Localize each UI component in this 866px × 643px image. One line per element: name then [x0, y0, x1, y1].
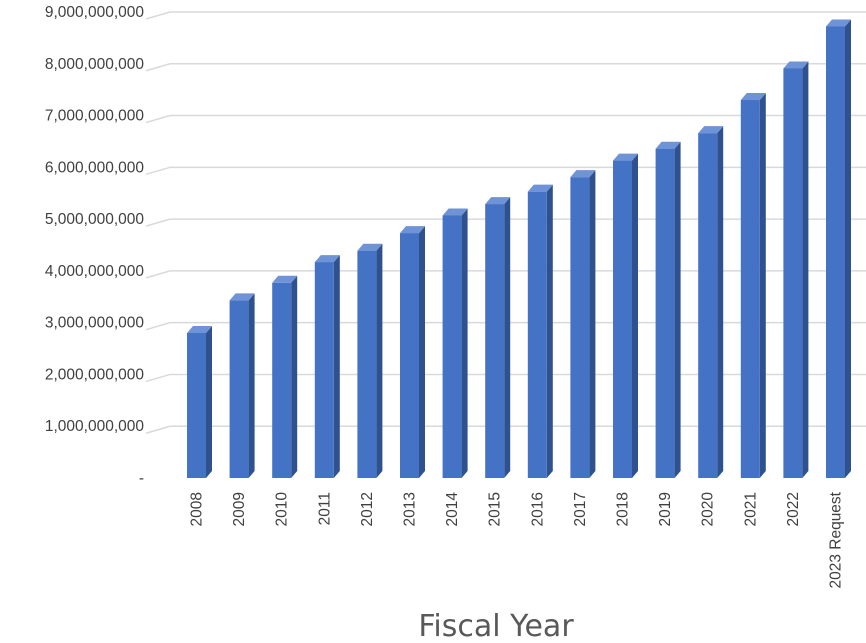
bar-top [570, 170, 596, 178]
y-tick-label: 7,000,000,000 [45, 108, 145, 125]
bar-front [229, 300, 249, 478]
bar-2018 [613, 153, 638, 478]
x-tick-label: 2020 [700, 492, 717, 527]
gridlines [145, 11, 866, 434]
y-tick-label: 2,000,000,000 [45, 366, 145, 383]
x-tick-label: 2014 [444, 492, 461, 527]
y-tick-label: 3,000,000,000 [45, 315, 145, 332]
bar-front [698, 133, 718, 478]
y-axis-tick-labels: - 1,000,000,000 2,000,000,000 3,000,000,000… [45, 4, 145, 487]
bar-side [802, 61, 809, 479]
bar-2023-request [826, 19, 851, 479]
bar-side [419, 226, 425, 478]
bar-side [759, 93, 766, 479]
y-tick-label: 5,000,000,000 [45, 211, 145, 228]
bar-front [740, 100, 760, 479]
bar-2013 [400, 226, 425, 478]
bar-2009 [229, 293, 255, 478]
bar-front [527, 191, 547, 478]
bar-2020 [698, 126, 724, 478]
x-tick-label: 2013 [402, 492, 419, 526]
bar-side [632, 153, 638, 478]
bar-2008 [187, 326, 212, 478]
x-tick-label: 2010 [274, 492, 291, 527]
x-tick-label: 2016 [529, 492, 546, 526]
bar-side [333, 255, 340, 478]
y-tick-label: 9,000,000,000 [45, 4, 145, 21]
bar-top [400, 226, 425, 234]
x-tick-label: 2017 [572, 492, 589, 526]
bar-side [589, 170, 596, 478]
bar-front [826, 26, 845, 479]
bar-2014 [442, 208, 468, 478]
bar-2010 [272, 275, 298, 478]
bar-side [376, 243, 383, 478]
y-tick-label: 8,000,000,000 [45, 56, 145, 73]
x-tick-label: 2015 [487, 492, 504, 526]
gridline [145, 63, 866, 72]
gridline [145, 114, 866, 124]
y-tick-label: 4,000,000,000 [45, 263, 145, 280]
bar-2022 [783, 61, 809, 479]
bar-side [504, 197, 511, 478]
x-tick-label: 2022 [785, 492, 802, 526]
bar-front [655, 148, 675, 478]
bar-side [674, 141, 681, 478]
x-axis-tick-labels: 2008 2009 2010 2011 2012 2013 2014 2015 2016 2017… [189, 491, 845, 588]
bar-top [442, 208, 468, 216]
x-tick-label: 2011 [316, 492, 333, 525]
bar-top [272, 275, 298, 283]
bar-2019 [655, 141, 681, 478]
bar-top [783, 61, 809, 69]
bar-top [698, 126, 724, 134]
y-tick-label: - [139, 470, 144, 487]
bar-front [442, 215, 462, 478]
bar-2021 [740, 93, 766, 479]
bar-side [461, 208, 468, 478]
bar-side [248, 293, 255, 478]
x-tick-label: 2018 [615, 492, 632, 526]
x-tick-label: 2009 [231, 492, 248, 526]
bar-front [400, 233, 419, 478]
bar-top [357, 243, 383, 251]
bar-front [357, 250, 377, 478]
bar-2016 [527, 184, 553, 478]
y-tick-label: 6,000,000,000 [45, 159, 145, 176]
bar-front [783, 68, 803, 478]
bar-front [485, 204, 505, 478]
bar-top [485, 197, 511, 205]
bar-front [570, 177, 590, 478]
x-tick-label: 2012 [359, 492, 376, 526]
x-tick-label: 2023 Request [828, 491, 845, 588]
gridline [145, 11, 866, 20]
bar-top [613, 153, 638, 161]
bar-top [826, 19, 851, 27]
bars [187, 19, 851, 479]
bar-top [229, 293, 255, 301]
bar-top [527, 184, 553, 192]
bar-side [291, 275, 298, 478]
bar-2012 [357, 243, 383, 478]
bar-front [272, 282, 292, 478]
bar-front [314, 262, 334, 478]
bar-2017 [570, 170, 596, 478]
bar-top [655, 141, 681, 149]
x-tick-label: 2021 [742, 492, 759, 526]
bar-front [613, 160, 632, 478]
bar-2011 [314, 255, 340, 478]
x-tick-label: 2008 [189, 492, 206, 526]
bar-side [206, 326, 212, 478]
bar-top [187, 326, 212, 334]
bar-front [187, 333, 206, 478]
bar-side [845, 19, 851, 479]
bar-side [546, 184, 553, 478]
bar-2015 [485, 197, 511, 478]
bar-side [717, 126, 724, 478]
x-tick-label: 2019 [657, 492, 674, 526]
bar-top [740, 93, 766, 101]
x-axis-title: Fiscal Year [418, 609, 574, 643]
bar-top [314, 255, 340, 263]
y-tick-label: 1,000,000,000 [45, 418, 145, 435]
